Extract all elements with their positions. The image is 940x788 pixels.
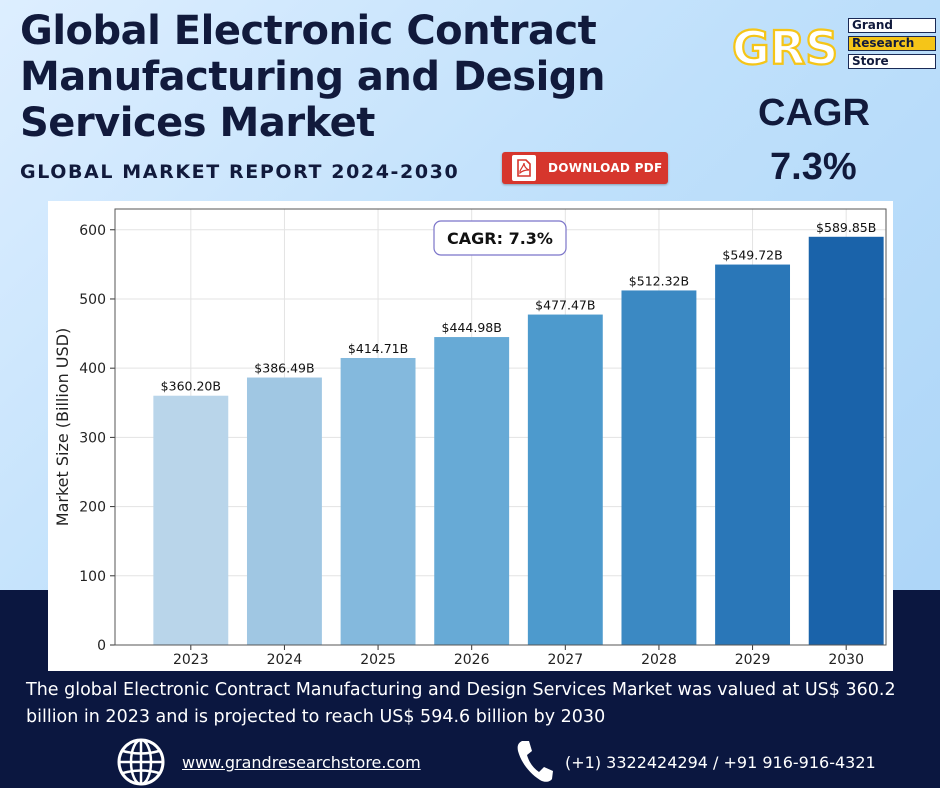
chart-card: $360.20B $386.49B $414.71B $444.98B $477.47B…	[48, 201, 893, 671]
bar	[246, 377, 322, 645]
bar	[621, 290, 697, 645]
y-tick-label: 400	[79, 361, 106, 377]
logo-letters: GRS	[731, 20, 840, 72]
x-tick-label: 2024	[267, 652, 303, 668]
logo-letters-text: GRS	[732, 21, 838, 72]
brand-logo: GRS Grand Research Store	[730, 18, 938, 72]
logo-line: Store	[848, 54, 936, 69]
y-tick-label: 100	[79, 569, 106, 585]
bar-data-label: $414.71B	[348, 341, 408, 356]
plot-frame	[114, 208, 887, 646]
bar-data-label: $549.72B	[722, 248, 782, 263]
title-line: Global Electronic Contract	[20, 8, 597, 54]
bar	[340, 357, 416, 645]
bar	[808, 236, 884, 645]
cagr-value: 7.3%	[770, 146, 857, 188]
x-tick-label: 2030	[828, 652, 864, 668]
bar-data-label: $589.85B	[816, 220, 876, 235]
bar	[153, 395, 229, 645]
label-layer: $360.20B $386.49B $414.71B $444.98B $477.47B…	[161, 220, 877, 394]
y-tick-label: 200	[79, 500, 106, 516]
x-tick-label: 2028	[641, 652, 677, 668]
bar-layer	[153, 236, 884, 645]
x-tick-label: 2029	[735, 652, 771, 668]
y-tick-label: 0	[97, 638, 106, 654]
bar-data-label: $444.98B	[442, 320, 502, 335]
y-tick-label: 500	[79, 292, 106, 308]
title-line: Services Market	[20, 100, 375, 146]
bar	[715, 264, 791, 645]
website-link[interactable]: www.grandresearchstore.com	[182, 753, 421, 772]
phone-number[interactable]: (+1) 3322424294 / +91 916-916-4321	[565, 753, 876, 772]
cagr-label: CAGR	[758, 92, 870, 134]
bar-data-label: $477.47B	[535, 298, 595, 313]
bar-data-label: $386.49B	[254, 361, 314, 376]
x-tick-label: 2027	[547, 652, 583, 668]
download-pdf-label: DOWNLOAD PDF	[548, 161, 663, 175]
axis-layer: 0 100 200 300 400 500 600 2023 2024 2025 2026 2027 2…	[53, 208, 887, 668]
globe-icon	[117, 738, 165, 786]
bar-chart: $360.20B $386.49B $414.71B $444.98B $477.47B…	[53, 208, 887, 668]
download-pdf-button[interactable]: DOWNLOAD PDF	[502, 152, 668, 184]
title-line: Manufacturing and Design	[20, 54, 605, 100]
report-title: Global Electronic Contract Manufacturing…	[20, 8, 680, 146]
x-tick-label: 2023	[173, 652, 209, 668]
market-description: The global Electronic Contract Manufactu…	[26, 680, 896, 727]
y-axis-label: Market Size (Billion USD)	[53, 328, 72, 526]
bar-data-label: $512.32B	[629, 273, 689, 288]
phone-icon	[517, 741, 553, 782]
y-tick-label: 600	[79, 223, 106, 239]
x-tick-label: 2025	[360, 652, 396, 668]
logo-line: Grand	[848, 18, 936, 33]
report-subtitle: GLOBAL MARKET REPORT 2024-2030	[20, 161, 460, 183]
cagr-annotation-box	[433, 220, 567, 256]
x-tick-label: 2026	[454, 652, 490, 668]
cagr-annotation: CAGR: 7.3%	[447, 229, 553, 248]
bar	[434, 337, 510, 645]
pdf-icon	[512, 155, 536, 181]
y-tick-label: 300	[79, 430, 106, 446]
bar	[527, 314, 603, 645]
logo-line: Research	[848, 36, 936, 51]
bar-data-label: $360.20B	[161, 379, 221, 394]
